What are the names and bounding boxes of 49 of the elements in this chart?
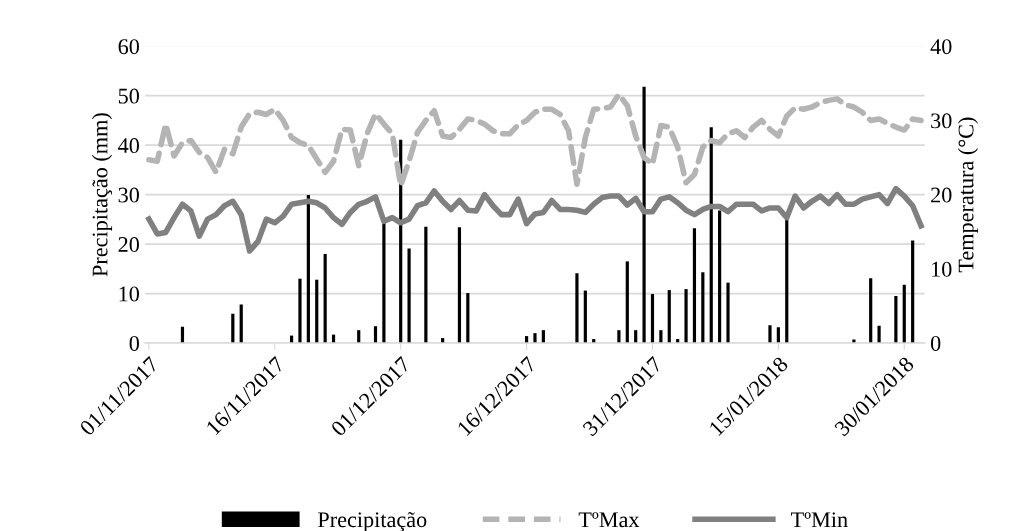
bar xyxy=(407,248,411,344)
bar xyxy=(902,284,906,344)
legend-label: TºMax xyxy=(578,512,640,528)
y-axis-title: Precipitação (mm) xyxy=(91,113,113,277)
bar xyxy=(667,290,671,344)
bar xyxy=(457,227,462,344)
bar xyxy=(575,273,579,344)
y2-tick-label: 0 xyxy=(930,335,941,351)
bar xyxy=(894,296,898,344)
bar xyxy=(776,327,780,344)
bar xyxy=(382,222,386,344)
bar xyxy=(726,282,730,344)
y-tick-label: 0 xyxy=(129,335,139,351)
bar xyxy=(701,272,705,344)
y2-tick-label: 10 xyxy=(932,261,952,277)
bar xyxy=(306,195,310,344)
bar xyxy=(692,228,697,344)
bar xyxy=(642,86,646,344)
bar xyxy=(239,304,243,344)
y2-tick-label: 20 xyxy=(931,187,952,203)
y-tick-label: 30 xyxy=(118,187,139,203)
bar xyxy=(533,333,537,344)
bar xyxy=(298,278,302,344)
legend-label: Precipitação xyxy=(318,512,427,531)
y2-tick-label: 30 xyxy=(931,113,952,129)
y-tick-label: 10 xyxy=(119,286,139,302)
bar xyxy=(911,240,915,344)
y2-axis-title: Temperatura (°C) xyxy=(957,117,979,273)
bar xyxy=(625,261,629,344)
bar xyxy=(684,289,688,344)
bar xyxy=(231,313,235,344)
y-tick-label: 20 xyxy=(118,237,139,253)
bar xyxy=(650,294,655,344)
bar xyxy=(718,210,722,344)
bar xyxy=(466,293,470,344)
bar xyxy=(424,226,428,344)
y-tick-label: 60 xyxy=(118,39,139,55)
bar xyxy=(785,219,789,344)
legend-label: TºMin xyxy=(791,512,848,527)
bar xyxy=(768,325,772,344)
bar xyxy=(323,253,327,344)
bar xyxy=(617,330,621,344)
bar xyxy=(583,290,587,344)
y-tick-label: 50 xyxy=(118,88,139,104)
y2-tick-label: 40 xyxy=(930,39,952,55)
y-tick-label: 40 xyxy=(118,138,139,154)
bar xyxy=(877,325,881,344)
bar xyxy=(869,278,873,344)
bar xyxy=(315,279,319,344)
